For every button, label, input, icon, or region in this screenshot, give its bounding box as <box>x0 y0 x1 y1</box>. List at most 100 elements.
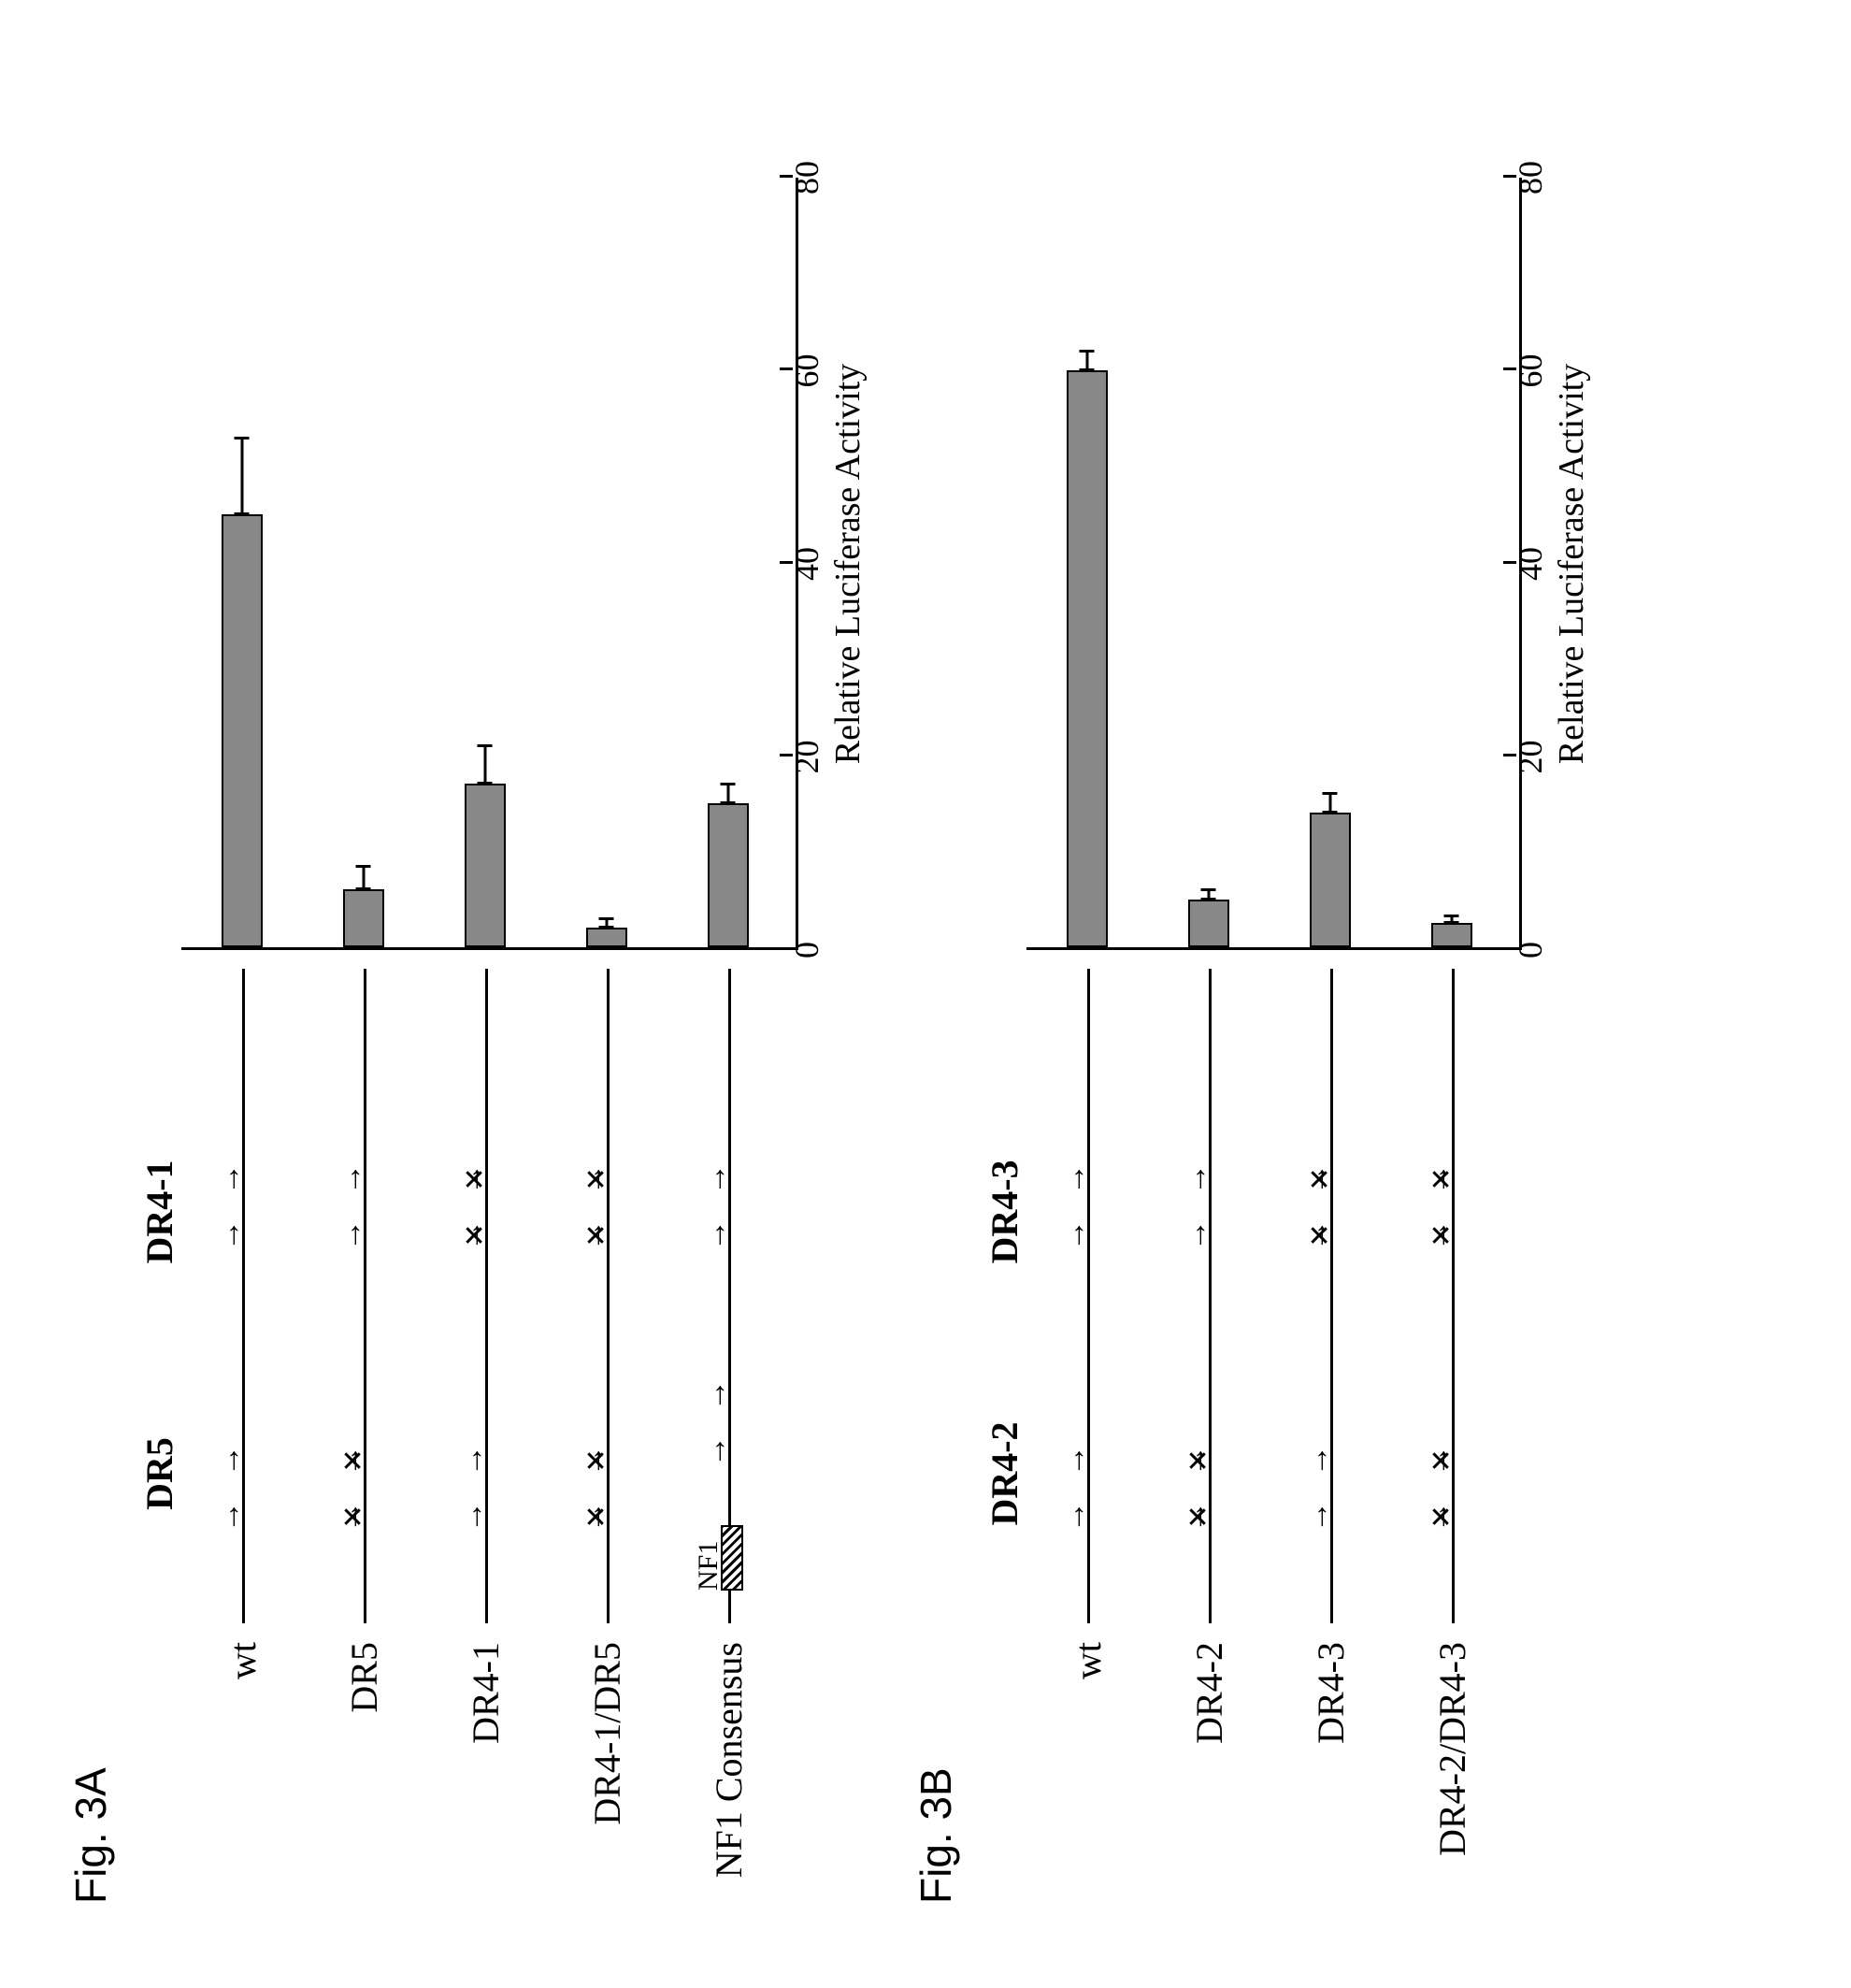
arrow-icon: → <box>579 1219 616 1251</box>
constructs-a: DR5 DR4-1 wt →→→→ DR5 →→→→ DR4-1 →→→→ DR… <box>125 969 864 1904</box>
chart-b: Relative Luciferase Activity 020406080 <box>970 84 1587 950</box>
site-icon: →→ <box>336 1433 373 1545</box>
bar-slot <box>424 178 546 950</box>
arrow-icon: → <box>1181 1445 1218 1477</box>
arrow-icon: → <box>579 1501 616 1533</box>
arrow-icon: → <box>700 1219 738 1251</box>
site-icon: →→ <box>336 1151 373 1263</box>
row-diagram: →→→→ <box>1050 969 1125 1623</box>
tick-label: 40 <box>787 547 826 581</box>
panel-a-body: DR5 DR4-1 wt →→→→ DR5 →→→→ DR4-1 →→→→ DR… <box>125 84 864 1904</box>
site-icon: →→ <box>1302 1151 1340 1263</box>
bar-slot <box>303 178 424 950</box>
figure-label-b: Fig. 3B <box>911 84 961 1904</box>
bar <box>1188 900 1229 947</box>
site-icon: →→ <box>579 1433 616 1545</box>
tick-label: 40 <box>1511 547 1550 581</box>
arrow-icon: → <box>700 1163 738 1195</box>
site-icon: →→ <box>1181 1433 1218 1545</box>
site-icon: →→ <box>457 1433 495 1545</box>
arrow-icon: → <box>1302 1219 1340 1251</box>
figure-panel-b: Fig. 3B DR4-2 DR4-3 wt →→→→ DR4-2 →→→→ D… <box>911 84 1587 1904</box>
nf1-box-icon <box>721 1525 743 1591</box>
site-header: DR4-3 <box>983 1146 1026 1277</box>
row-label: wt <box>221 1623 265 1904</box>
constructs-b: DR4-2 DR4-3 wt →→→→ DR4-2 →→→→ DR4-3 →→→… <box>970 969 1587 1904</box>
arrow-icon: → <box>214 1445 251 1477</box>
construct-row: DR4-2/DR4-3 →→→→ <box>1391 969 1513 1904</box>
arrow-icon: → <box>1424 1163 1461 1195</box>
site-icon: →→ <box>1059 1433 1097 1545</box>
arrow-icon: → <box>336 1445 373 1477</box>
arrow-icon: → <box>1181 1501 1218 1533</box>
bar-slot <box>181 178 303 950</box>
bar <box>586 928 627 947</box>
site-icon: →→ <box>1059 1151 1097 1263</box>
construct-row: wt →→→→ <box>1026 969 1148 1904</box>
bar <box>222 514 263 947</box>
tick-label: 60 <box>787 354 826 388</box>
site-icon: →→ <box>1181 1151 1218 1263</box>
arrow-icon: → <box>336 1163 373 1195</box>
site-icon: →→ <box>214 1151 251 1263</box>
bar <box>1431 923 1472 947</box>
tick-label: 20 <box>787 741 826 774</box>
site-icon: →→ <box>1424 1433 1461 1545</box>
construct-row: DR4-2 →→→→ <box>1148 969 1270 1904</box>
bar <box>343 889 384 947</box>
site-icon: →→ <box>214 1433 251 1545</box>
row-label: DR5 <box>342 1623 386 1904</box>
figure-panel-a: Fig. 3A DR5 DR4-1 wt →→→→ DR5 →→→→ DR4-1… <box>65 84 864 1904</box>
error-bar-icon <box>1329 793 1332 813</box>
row-diagram: →→→→ <box>326 969 401 1623</box>
arrow-icon: → <box>214 1163 251 1195</box>
row-diagram: →→→→ <box>205 969 280 1623</box>
row-label: DR4-1/DR5 <box>585 1623 629 1904</box>
arrow-icon: → <box>700 1435 738 1467</box>
arrow-icon: → <box>336 1501 373 1533</box>
row-diagram: NF1→→→→ <box>691 969 766 1623</box>
construct-row: NF1 Consensus NF1→→→→ <box>667 969 789 1904</box>
row-label: wt <box>1066 1623 1110 1904</box>
bar-slot <box>667 178 789 950</box>
row-label: DR4-3 <box>1309 1623 1353 1904</box>
tick-label: 80 <box>787 161 826 194</box>
arrow-icon: → <box>214 1501 251 1533</box>
arrow-icon: → <box>1181 1163 1218 1195</box>
site-icon: →→ <box>1424 1151 1461 1263</box>
arrow-icon: → <box>1059 1163 1097 1195</box>
arrow-icon: → <box>1302 1163 1340 1195</box>
construct-header-a: DR5 DR4-1 <box>125 969 181 1904</box>
arrow-icon: → <box>1424 1445 1461 1477</box>
arrow-icon: → <box>457 1445 495 1477</box>
arrow-icon: → <box>1424 1219 1461 1251</box>
error-bar-icon <box>363 866 366 890</box>
error-bar-icon <box>241 438 244 514</box>
site-icon: →→ <box>700 1367 738 1479</box>
construct-row: DR4-1 →→→→ <box>424 969 546 1904</box>
row-diagram: →→→→ <box>1171 969 1246 1623</box>
arrow-icon: → <box>1302 1501 1340 1533</box>
row-diagram: →→→→ <box>1414 969 1489 1623</box>
arrow-icon: → <box>336 1219 373 1251</box>
construct-row: wt →→→→ <box>181 969 303 1904</box>
arrow-icon: → <box>579 1445 616 1477</box>
construct-row: DR4-3 →→→→ <box>1270 969 1391 1904</box>
bar <box>1310 813 1351 947</box>
row-label: DR4-2/DR4-3 <box>1430 1623 1474 1904</box>
site-header: DR4-2 <box>983 1408 1026 1539</box>
figure-label-a: Fig. 3A <box>65 84 116 1904</box>
bar-slot <box>1148 178 1270 950</box>
x-axis-label: Relative Luciferase Activity <box>827 178 868 950</box>
site-icon: →→ <box>457 1151 495 1263</box>
row-diagram: →→ →→ <box>448 969 523 1623</box>
site-header: DR5 <box>137 1408 181 1539</box>
bar-slot <box>546 178 667 950</box>
tick-label: 0 <box>1511 942 1550 958</box>
arrow-icon: → <box>1181 1219 1218 1251</box>
error-bar-icon <box>484 745 487 784</box>
arrow-icon: → <box>1059 1445 1097 1477</box>
tick-label: 20 <box>1511 741 1550 774</box>
arrow-icon: → <box>1059 1219 1097 1251</box>
bar-slot <box>1391 178 1513 950</box>
